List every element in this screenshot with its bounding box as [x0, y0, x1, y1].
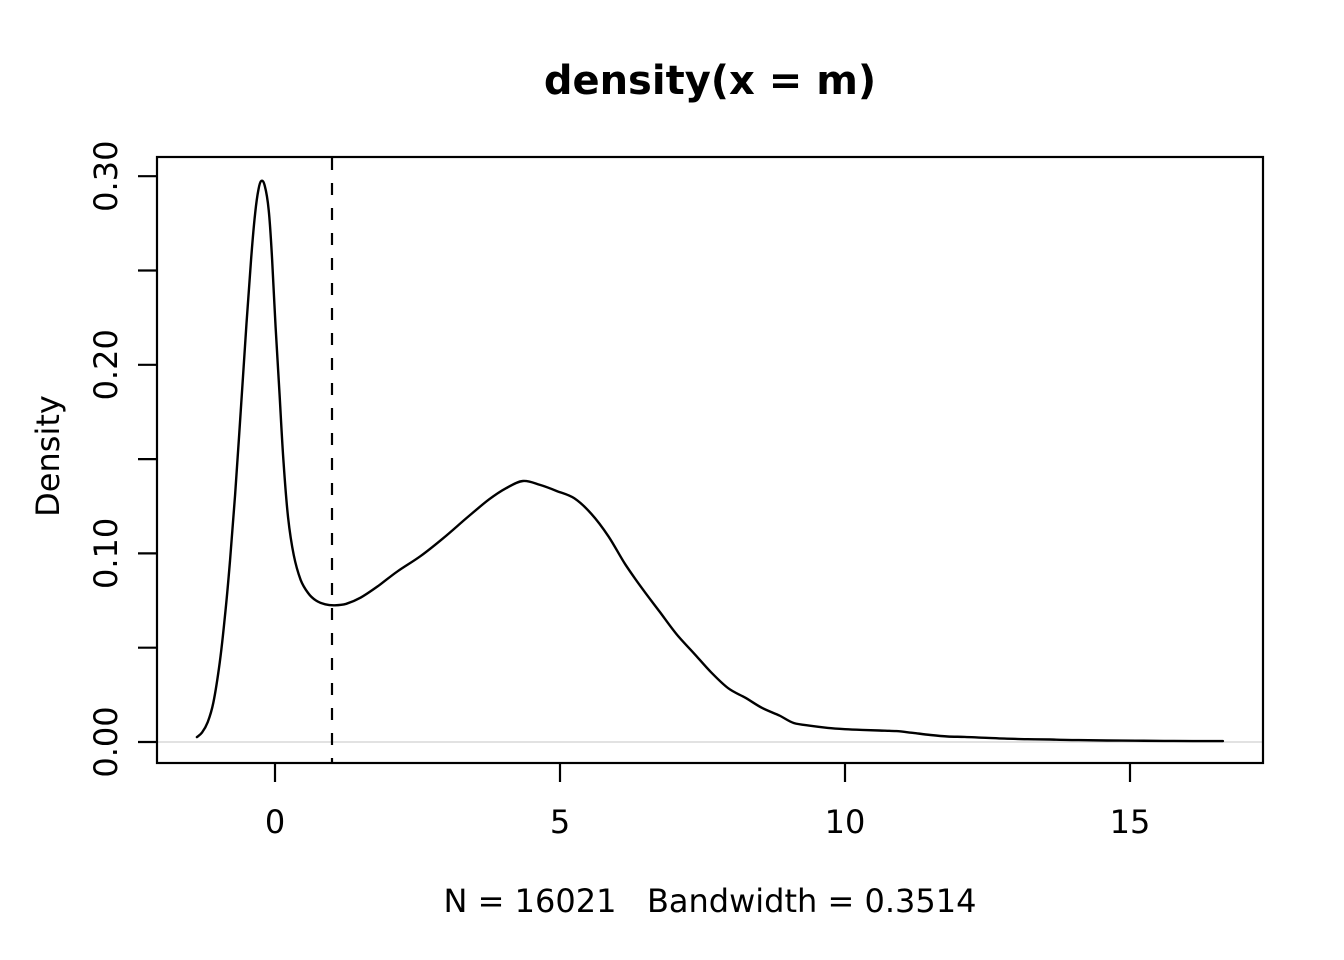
y-axis: 0.00 0.10 0.20 0.30: [87, 141, 157, 778]
chart-subtitle: N = 16021 Bandwidth = 0.3514: [443, 882, 977, 920]
x-tick-label: 5: [550, 803, 570, 841]
chart-title: density(x = m): [543, 58, 877, 104]
y-tick-label: 0.20: [87, 329, 125, 400]
density-curve: [195, 179, 1225, 743]
x-tick-label: 0: [265, 803, 285, 841]
y-tick-label: 0.10: [87, 518, 125, 589]
x-tick-label: 15: [1110, 803, 1151, 841]
y-tick-label: 0.30: [87, 141, 125, 212]
x-tick-label: 10: [825, 803, 866, 841]
y-tick-label: 0.00: [87, 706, 125, 777]
x-axis: 0 5 10 15: [265, 763, 1151, 841]
